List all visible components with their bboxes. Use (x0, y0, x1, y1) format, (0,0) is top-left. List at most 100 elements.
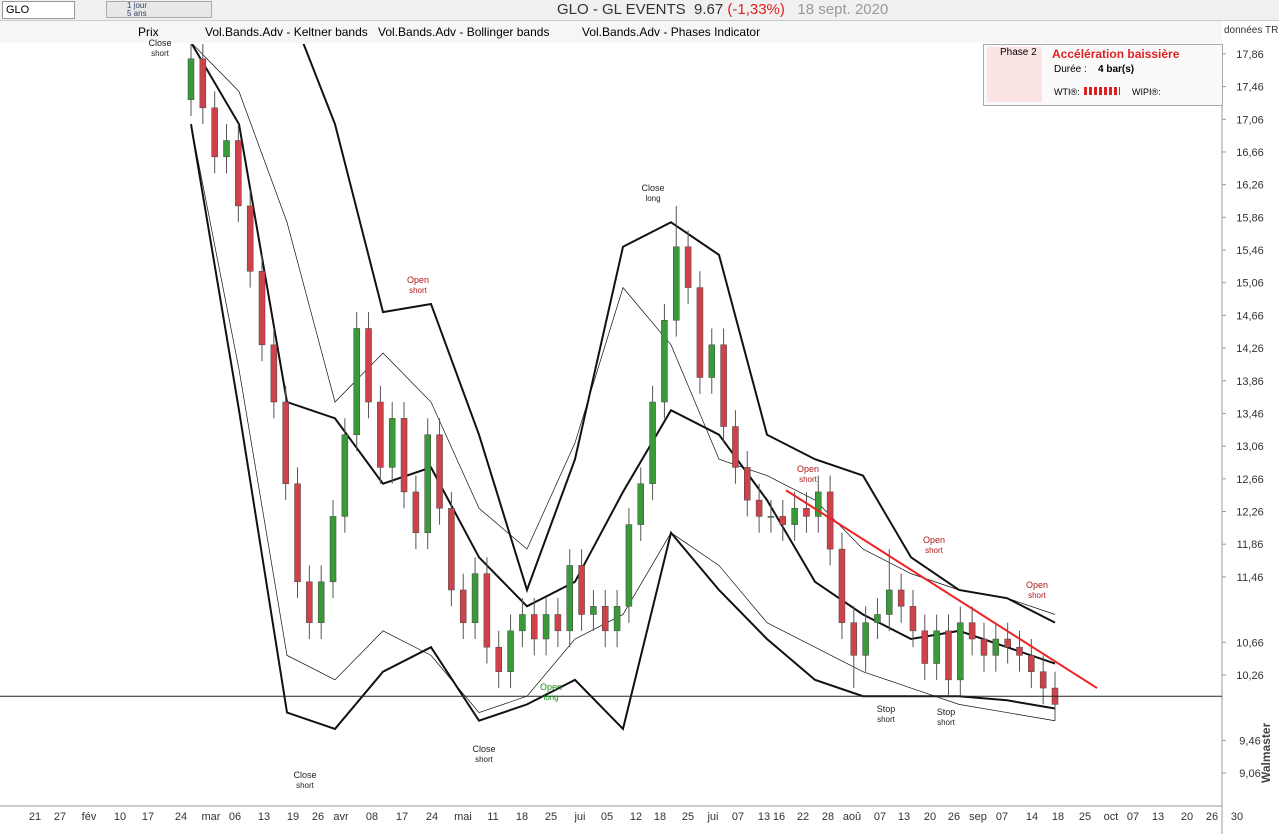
y-tick-label: 17,86 (1236, 49, 1264, 61)
candle-body (317, 581, 325, 623)
range: 5 ans (127, 9, 147, 18)
signal-label: short (296, 781, 315, 790)
change: (-1,33%) (727, 1, 785, 18)
signal-label: Open (540, 682, 562, 692)
y-tick-label: 13,46 (1236, 408, 1264, 420)
band-line (192, 44, 1056, 615)
phase-thumb (987, 47, 1042, 102)
candle-body (921, 630, 929, 664)
candle-body (791, 508, 798, 525)
x-tick-label: 20 (1181, 811, 1193, 823)
candle-body (637, 483, 645, 525)
candle-body (1039, 671, 1047, 689)
candle-body (235, 140, 242, 207)
signal-label: Close (472, 744, 495, 754)
y-tick-label: 9,46 (1239, 735, 1260, 747)
signal-label: long (543, 693, 558, 702)
x-tick-label: 19 (287, 811, 299, 823)
candle-body (388, 418, 396, 468)
x-tick-label: 10 (114, 811, 126, 823)
phase-panel: Phase 2 Accélération baissière Durée : 4… (983, 44, 1223, 106)
x-tick-label: 24 (175, 811, 187, 823)
x-tick-label: 22 (797, 811, 809, 823)
y-tick-label: 9,06 (1239, 768, 1260, 780)
candle-body (945, 630, 952, 681)
trendline (785, 489, 1098, 689)
candle-body (968, 622, 976, 640)
candle-body (779, 516, 787, 525)
duration: 4 bar(s) (1098, 64, 1135, 75)
candle-body (1051, 687, 1059, 705)
candle-body (436, 434, 443, 509)
candle-body (933, 630, 940, 664)
legend-bar: Prix Vol.Bands.Adv - Keltner bands Vol.B… (0, 21, 1222, 43)
candle-body (826, 491, 834, 550)
candle-body (862, 622, 869, 656)
signal-label: Close (641, 183, 664, 193)
state: Accélération baissière (1052, 47, 1180, 61)
candle-body (850, 622, 858, 656)
wti: WTI®: (1054, 87, 1080, 97)
period-select[interactable]: 1 jour 5 ans (106, 1, 212, 18)
signal-label: Stop (937, 707, 956, 717)
y-tick-label: 14,26 (1236, 343, 1264, 355)
candle-body (530, 614, 538, 640)
x-tick-label: 25 (545, 811, 557, 823)
period: 1 jour (127, 1, 148, 10)
x-tick-label: 18 (1052, 811, 1064, 823)
candle-body (673, 246, 680, 321)
y-tick-label: 15,06 (1236, 278, 1264, 290)
x-tick-label: 25 (1079, 811, 1091, 823)
y-tick-label: 12,26 (1236, 507, 1264, 519)
signal-label: Open (1026, 580, 1048, 590)
source: données TR (1224, 25, 1279, 36)
legend-item[interactable]: Vol.Bands.Adv - Phases Indicator (582, 25, 761, 39)
signal-label: long (645, 194, 660, 203)
candle-body (353, 328, 360, 435)
legend-item[interactable]: Vol.Bands.Adv - Keltner bands (205, 25, 368, 39)
x-tick-label: 13 (898, 811, 910, 823)
x-tick-label: 13 (1152, 811, 1164, 823)
signal-label: short (925, 546, 944, 555)
x-tick-label: jui (706, 811, 718, 823)
candle-body (377, 401, 384, 468)
signal-label: Stop (877, 704, 896, 714)
y-tick-label: 11,86 (1237, 539, 1264, 551)
title: GLO - GL EVENTS 9.67 (-1,33%) 18 sept. 2… (557, 1, 888, 18)
candle-body (294, 483, 301, 583)
signal-label: Open (797, 464, 819, 474)
y-tick-label: 17,06 (1236, 114, 1264, 126)
candle-body (886, 589, 893, 615)
x-tick-label: 18 (654, 811, 666, 823)
x-tick-label: aoû (843, 811, 861, 823)
candle-body (649, 401, 656, 484)
candle-body (815, 491, 822, 517)
x-tick-label: 25 (682, 811, 694, 823)
candle-body (542, 614, 550, 640)
x-tick-label: sep (969, 811, 987, 823)
legend-item[interactable]: Vol.Bands.Adv - Bollinger bands (378, 25, 550, 39)
symbol-input[interactable]: GLO (2, 1, 75, 19)
x-tick-label: 17 (396, 811, 408, 823)
legend-item[interactable]: Prix (138, 25, 159, 39)
name: GLO - GL EVENTS (557, 1, 686, 18)
candle-body (258, 271, 266, 346)
candle-body (803, 508, 810, 517)
x-tick-label: 12 (630, 811, 642, 823)
candle-body (365, 328, 372, 403)
candle-body (566, 565, 573, 632)
candle-body (495, 646, 502, 672)
x-tick-label: oct (1104, 811, 1119, 823)
x-tick-label: 08 (366, 811, 378, 823)
candle-body (661, 320, 668, 403)
x-tick-label: 17 (142, 811, 154, 823)
candle-body (897, 589, 905, 607)
x-tick-label: mai (454, 811, 472, 823)
watermark: Walmaster (1259, 722, 1273, 783)
candle-body (329, 516, 337, 583)
candle-body (211, 107, 218, 158)
candle-body (306, 581, 313, 623)
y-tick-label: 10,66 (1236, 637, 1264, 649)
x-tick-label: 24 (426, 811, 438, 823)
candle-body (980, 638, 988, 656)
